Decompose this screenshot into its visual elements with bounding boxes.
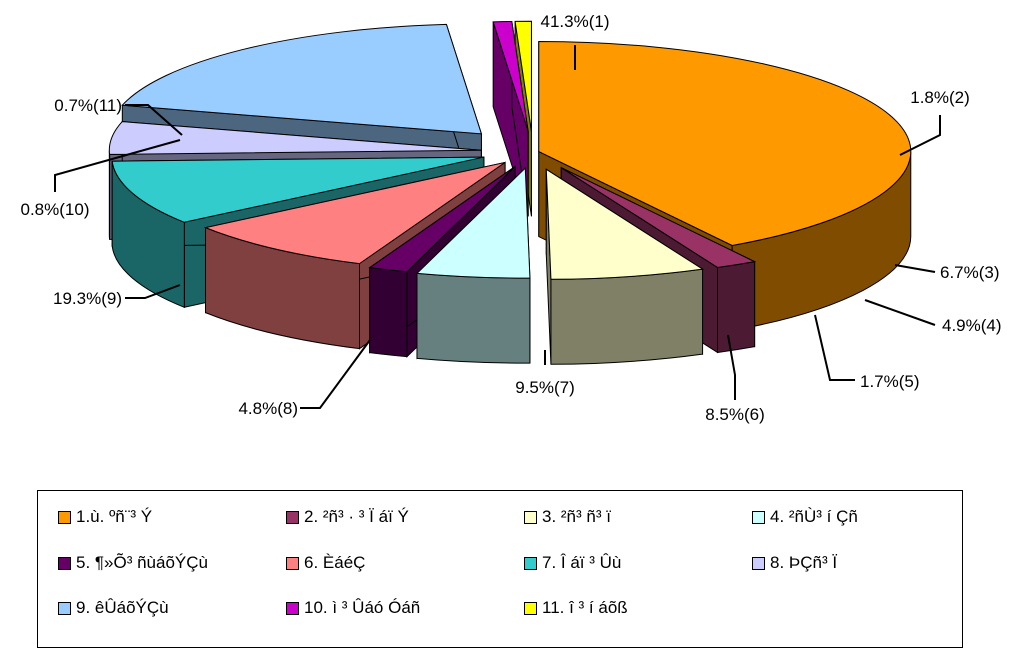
chart-legend: 1.ù. ºñ¨³ Ý 2. ²ñ³ · ³ Ï áï Ý 3. ²ñ³ ñ³ ï 4… [37, 490, 963, 648]
pie-slice-4-top [415, 166, 531, 279]
data-label-4: 4.9%(4) [942, 316, 1002, 335]
legend-swatch-11 [524, 601, 537, 615]
leader-line-6 [727, 334, 736, 400]
data-label-9: 19.3%(9) [53, 289, 122, 308]
legend-swatch-1 [58, 510, 71, 524]
pie-slice-3 [545, 168, 704, 365]
leader-line-8 [300, 339, 371, 409]
legend-item-7: 7. Î áï ³ Ûù [524, 553, 621, 573]
pie-slice-9-top [121, 23, 483, 135]
pie-slice-2-top [560, 167, 757, 268]
data-label-7: 9.5%(7) [515, 378, 575, 397]
pie-slice-4-rim-1 [416, 272, 531, 364]
pie-slice-5-top [368, 166, 516, 273]
legend-label-8: 8. ÞÇñ³ Ï [770, 553, 838, 572]
legend-swatch-3 [524, 510, 537, 524]
legend-label-3: 3. ²ñ³ ñ³ ï [542, 507, 611, 526]
pie-slice-3-top [545, 168, 704, 280]
leader-line-2 [899, 115, 941, 156]
pie-chart-svg: 41.3%(1) 1.8%(2) 6.7%(3) 4.9%(4) 1.7%(5) 8.5%… [21, 12, 1002, 424]
legend-swatch-10 [286, 601, 299, 615]
legend-label-7: 7. Î áï ³ Ûù [542, 553, 622, 572]
data-label-6: 8.5%(6) [705, 405, 765, 424]
legend-item-10: 10. ì ³ Ûáó Óáñ [286, 598, 420, 618]
pie-slice-5-rim-1 [369, 267, 408, 358]
legend-swatch-9 [58, 601, 71, 615]
pie-slice-8-top [108, 121, 482, 155]
legend-item-8: 8. ÞÇñ³ Ï [752, 553, 837, 573]
pie-slice-3-rim-1 [550, 268, 704, 365]
legend-swatch-2 [286, 510, 299, 524]
data-label-2: 1.8%(2) [910, 88, 970, 107]
pie-slice-4 [415, 166, 531, 364]
pie-slice-10 [492, 20, 529, 217]
leader-line-3 [894, 264, 936, 273]
pie-slice-7-top [111, 156, 485, 223]
legend-label-10: 10. ì ³ Ûáó Óáñ [304, 598, 421, 617]
legend-label-5: 5. ¶»Õ³ ñùáõÝÇù [76, 553, 208, 572]
legend-swatch-5 [58, 556, 71, 570]
legend-item-2: 2. ²ñ³ · ³ Ï áï Ý [286, 507, 409, 527]
pie-slice-1-top [538, 41, 912, 247]
legend-label-1: 1.ù. ºñ¨³ Ý [76, 507, 153, 526]
leader-line-10 [54, 139, 181, 192]
legend-swatch-8 [752, 556, 765, 570]
data-label-10: 0.8%(10) [21, 200, 90, 219]
pie-slice-2-rim-1 [717, 261, 756, 354]
legend-item-11: 11. î ³ í áõß [524, 598, 628, 618]
legend-item-3: 3. ²ñ³ ñ³ ï [524, 507, 611, 527]
data-label-3: 6.7%(3) [940, 263, 1000, 282]
pie-slice-11-top [514, 20, 532, 132]
legend-label-2: 2. ²ñ³ · ³ Ï áï Ý [304, 507, 409, 526]
pie-slice-6-top [203, 161, 506, 265]
leader-line-9 [125, 284, 181, 299]
legend-swatch-7 [524, 556, 537, 570]
data-label-5: 1.7%(5) [860, 372, 920, 391]
legend-item-1: 1.ù. ºñ¨³ Ý [58, 507, 152, 527]
leader-line-11 [125, 104, 183, 136]
legend-swatch-4 [752, 510, 765, 524]
data-label-1: 41.3%(1) [541, 12, 610, 31]
legend-item-5: 5. ¶»Õ³ ñùáõÝÇù [58, 553, 208, 573]
data-label-11: 0.7%(11) [54, 96, 122, 115]
pie-slices [108, 20, 912, 365]
data-label-8: 4.8%(8) [238, 399, 298, 418]
legend-label-4: 4. ²ñÙ³ í Çñ [770, 507, 858, 526]
legend-label-11: 11. î ³ í áõß [542, 598, 628, 617]
pie-slice-10-top [492, 20, 529, 132]
legend-item-4: 4. ²ñÙ³ í Çñ [752, 507, 858, 527]
legend-label-9: 9. êÛáõÝÇù [76, 598, 169, 617]
legend-item-6: 6. ÈáéÇ [286, 553, 365, 573]
legend-item-9: 9. êÛáõÝÇù [58, 598, 169, 618]
legend-label-6: 6. ÈáéÇ [304, 553, 366, 572]
data-labels: 41.3%(1) 1.8%(2) 6.7%(3) 4.9%(4) 1.7%(5) 8.5%… [21, 12, 1002, 424]
legend-swatch-6 [286, 556, 299, 570]
leader-line-5 [814, 314, 855, 381]
leader-line-4 [864, 299, 936, 326]
